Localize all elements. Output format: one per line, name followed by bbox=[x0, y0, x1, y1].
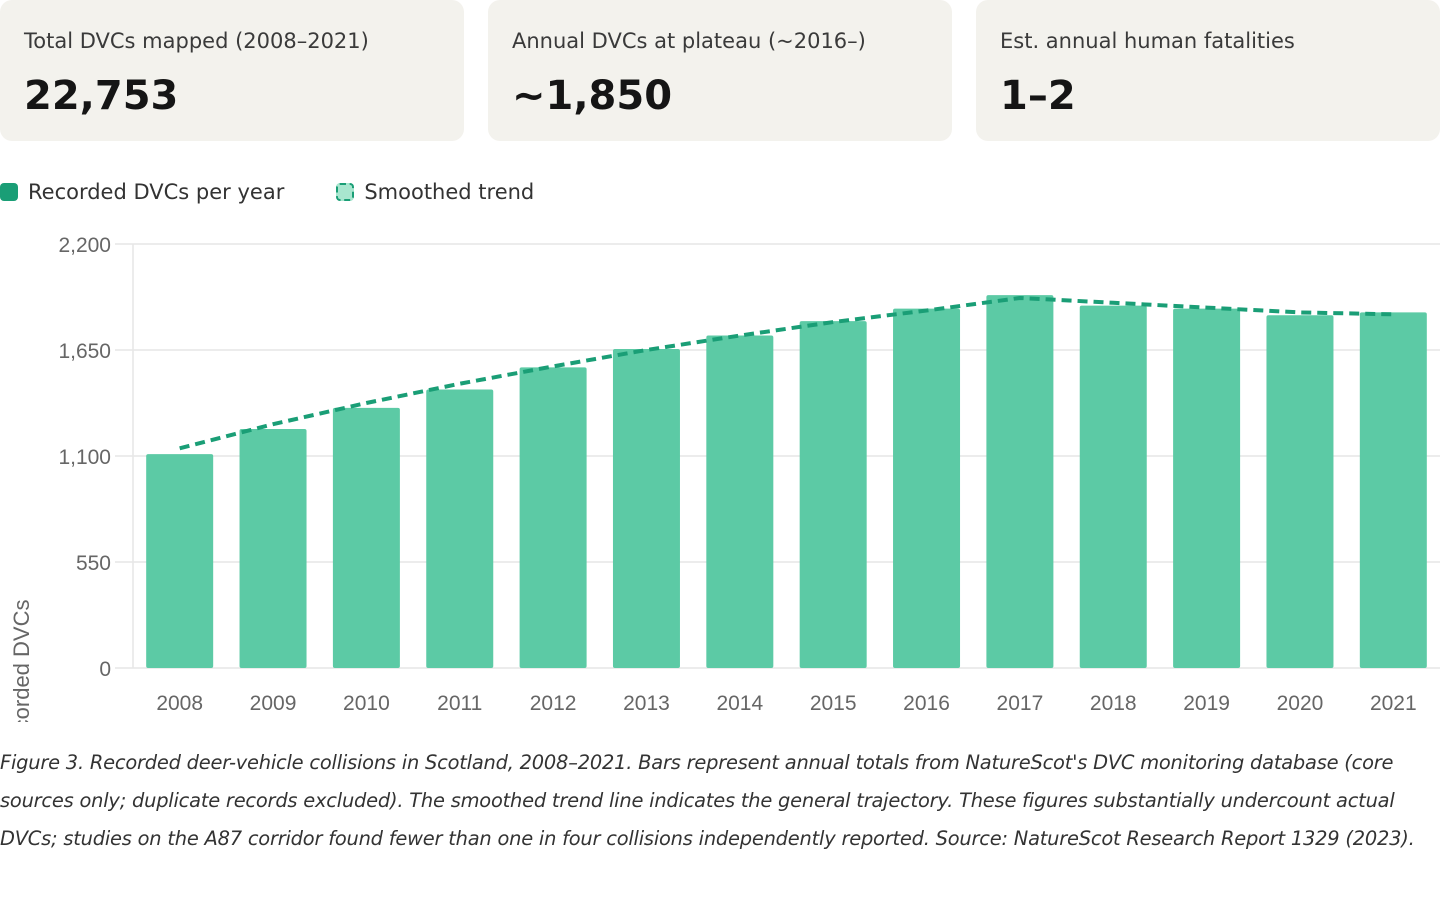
bar-2012 bbox=[519, 367, 587, 668]
x-tick-label: 2015 bbox=[810, 692, 857, 715]
bar-2010 bbox=[332, 407, 400, 668]
y-axis-label: Recorded DVCs bbox=[9, 600, 34, 722]
trend-line-group bbox=[179, 295, 1394, 451]
figure-caption: Figure 3. Recorded deer-vehicle collisio… bbox=[0, 751, 1415, 850]
y-axis-ticks: 0 550 1,100 1,650 2,200 bbox=[58, 234, 111, 681]
stat-card-total: Total DVCs mapped (2008–2021) 22,753 bbox=[0, 0, 464, 141]
x-tick-label: 2016 bbox=[903, 692, 950, 715]
trend-swatch-icon bbox=[336, 183, 355, 201]
bar-2013 bbox=[612, 349, 680, 668]
y-tick-label: 2,200 bbox=[58, 234, 111, 257]
stat-label: Total DVCs mapped (2008–2021) bbox=[24, 29, 369, 53]
legend-item-trend[interactable]: Smoothed trend bbox=[336, 180, 534, 204]
x-tick-label: 2020 bbox=[1277, 692, 1324, 715]
stat-value: 1–2 bbox=[1000, 73, 1076, 119]
legend-label-trend: Smoothed trend bbox=[364, 180, 535, 204]
y-tick-label: 1,100 bbox=[58, 446, 111, 469]
bar-2021 bbox=[1359, 312, 1427, 668]
x-tick-label: 2018 bbox=[1090, 692, 1137, 715]
stat-cards: Total DVCs mapped (2008–2021) 22,753 Ann… bbox=[0, 0, 1440, 141]
legend-label-bars: Recorded DVCs per year bbox=[28, 180, 285, 204]
bar-2016 bbox=[893, 308, 961, 668]
bar-2009 bbox=[239, 429, 307, 668]
bar-2014 bbox=[706, 335, 774, 668]
x-tick-label: 2017 bbox=[997, 692, 1044, 715]
y-tick-label: 0 bbox=[99, 658, 111, 681]
chart-legend: Recorded DVCs per year Smoothed trend bbox=[0, 176, 586, 208]
x-axis-ticks: 2008 2009 2010 2011 2012 2013 2014 2015 2016 2017… bbox=[156, 692, 1416, 715]
bar-2008 bbox=[146, 454, 214, 668]
bar-2011 bbox=[426, 389, 494, 668]
stat-label: Est. annual human fatalities bbox=[1000, 29, 1295, 53]
x-tick-label: 2008 bbox=[156, 692, 203, 715]
x-tick-label: 2009 bbox=[250, 692, 297, 715]
x-tick-label: 2014 bbox=[716, 692, 763, 715]
x-tick-label: 2011 bbox=[437, 692, 482, 715]
bar-2019 bbox=[1173, 308, 1241, 668]
y-tick-label: 550 bbox=[76, 552, 111, 575]
x-tick-label: 2013 bbox=[623, 692, 670, 715]
stat-label: Annual DVCs at plateau (~2016–) bbox=[512, 29, 866, 53]
bar-swatch-icon bbox=[0, 183, 18, 201]
bar-2018 bbox=[1079, 305, 1147, 668]
y-tick-label: 1,650 bbox=[58, 340, 111, 363]
bar-2015 bbox=[799, 321, 867, 668]
trend-line bbox=[179, 295, 1394, 451]
x-tick-label: 2019 bbox=[1183, 692, 1230, 715]
stat-card-plateau: Annual DVCs at plateau (~2016–) ~1,850 bbox=[488, 0, 952, 141]
dvc-bar-chart: 0 550 1,100 1,650 2,200 2008 2009 2010 2011 2012… bbox=[9, 234, 1440, 722]
stat-value: ~1,850 bbox=[512, 73, 673, 119]
x-tick-label: 2010 bbox=[343, 692, 390, 715]
bars bbox=[146, 295, 1427, 668]
bar-2017 bbox=[986, 295, 1054, 668]
x-tick-label: 2012 bbox=[530, 692, 577, 715]
x-tick-label: 2021 bbox=[1370, 692, 1417, 715]
stat-card-fatalities: Est. annual human fatalities 1–2 bbox=[976, 0, 1440, 141]
stat-value: 22,753 bbox=[24, 73, 179, 119]
bar-2020 bbox=[1266, 315, 1334, 668]
legend-item-bars[interactable]: Recorded DVCs per year bbox=[0, 180, 284, 204]
